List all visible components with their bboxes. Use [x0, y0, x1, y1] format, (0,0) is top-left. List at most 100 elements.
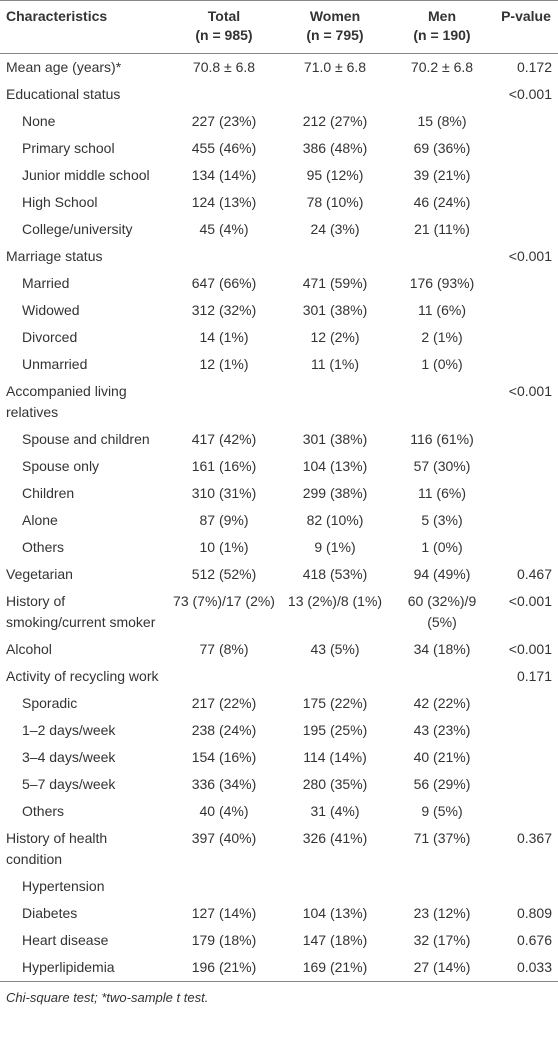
men-cell: 176 (93%): [409, 275, 475, 291]
women-cell: 301 (38%): [302, 302, 368, 318]
table-row: High School 124 (13%) 78 (10%) 46 (24%): [0, 189, 558, 216]
column-name: Women: [309, 8, 361, 24]
table-row: Diabetes 127 (14%) 104 (13%) 23 (12%) 0.809: [0, 900, 558, 927]
table-row: Children 310 (31%) 299 (38%) 11 (6%): [0, 480, 558, 507]
women-cell: 95 (12%): [306, 167, 364, 183]
table-row: Married 647 (66%) 471 (59%) 176 (93%): [0, 270, 558, 297]
table-row: Accompanied living relatives <0.001: [0, 378, 558, 426]
column-header: Women (n = 795): [280, 0, 390, 54]
column-n: (n = 795): [306, 27, 364, 43]
header-row: Characteristics Total (n = 985) Women (n = 7…: [0, 0, 558, 54]
p-value-cell: [494, 108, 558, 135]
men-cell: 40 (21%): [413, 749, 471, 765]
p-value-cell: 0.171: [516, 668, 552, 684]
men-cell: 60 (32%)/9 (5%): [407, 593, 477, 630]
p-value-cell: [494, 351, 558, 378]
women-cell: 326 (41%): [302, 830, 368, 846]
p-value-cell: [494, 717, 558, 744]
total-cell: [168, 243, 280, 270]
table-row: History of smoking/current smoker 73 (7%)…: [0, 588, 558, 636]
p-value-cell: [494, 798, 558, 825]
men-cell: 1 (0%): [421, 539, 463, 555]
men-cell: 5 (3%): [421, 512, 463, 528]
men-cell: 116 (61%): [410, 431, 474, 447]
column-header: Men (n = 190): [390, 0, 494, 54]
total-cell: 417 (42%): [191, 431, 257, 447]
men-cell: 57 (30%): [413, 458, 471, 474]
total-cell: 397 (40%): [191, 830, 257, 846]
table-row: Widowed 312 (32%) 301 (38%) 11 (6%): [0, 297, 558, 324]
table-row: Alcohol 77 (8%) 43 (5%) 34 (18%) <0.001: [0, 636, 558, 663]
total-cell: 12 (1%): [199, 356, 249, 372]
column-n: (n = 190): [413, 27, 471, 43]
men-cell: 2 (1%): [421, 329, 463, 345]
row-label: Children: [22, 485, 75, 501]
women-cell: 147 (18%): [302, 932, 368, 948]
table-row: Heart disease 179 (18%) 147 (18%) 32 (17%) 0…: [0, 927, 558, 954]
row-label: Spouse and children: [22, 431, 150, 447]
total-cell: 70.8 ± 6.8: [192, 59, 256, 75]
men-cell: 56 (29%): [413, 776, 471, 792]
row-label: Mean age (years)*: [6, 59, 122, 75]
total-cell: 73 (7%)/17 (2%): [173, 593, 275, 609]
men-cell: 39 (21%): [413, 167, 471, 183]
men-cell: 23 (12%): [413, 905, 471, 921]
women-cell: [280, 81, 390, 108]
table-row: Activity of recycling work 0.171: [0, 663, 558, 690]
p-value-cell: [494, 135, 558, 162]
row-label: Accompanied living relatives: [6, 383, 127, 420]
row-label: Marriage status: [6, 248, 103, 264]
p-value-cell: [494, 453, 558, 480]
row-label: College/university: [22, 221, 133, 237]
p-value-cell: [494, 426, 558, 453]
column-name: Total: [207, 8, 241, 24]
total-cell: 647 (66%): [191, 275, 257, 291]
p-value-cell: [494, 324, 558, 351]
total-cell: 10 (1%): [199, 539, 249, 555]
p-value-cell: 0.676: [516, 932, 552, 948]
women-cell: 12 (2%): [310, 329, 360, 345]
row-label: 1–2 days/week: [22, 722, 116, 738]
women-cell: 78 (10%): [306, 194, 364, 210]
total-cell: 310 (31%): [191, 485, 257, 501]
men-cell: [390, 873, 494, 900]
row-label: None: [22, 113, 56, 129]
total-cell: 455 (46%): [191, 140, 257, 156]
total-cell: 512 (52%): [191, 566, 257, 582]
total-cell: 227 (23%): [191, 113, 257, 129]
men-cell: 27 (14%): [413, 959, 471, 975]
men-cell: 94 (49%): [413, 566, 471, 582]
p-value-cell: 0.467: [516, 566, 552, 582]
total-cell: 217 (22%): [191, 695, 257, 711]
total-cell: 14 (1%): [199, 329, 249, 345]
p-value-cell: 0.033: [516, 959, 552, 975]
p-value-cell: <0.001: [508, 248, 552, 264]
row-label: Alone: [22, 512, 58, 528]
table-row: Unmarried 12 (1%) 11 (1%) 1 (0%): [0, 351, 558, 378]
women-cell: 31 (4%): [310, 803, 360, 819]
total-cell: [168, 378, 280, 426]
row-label: Junior middle school: [22, 167, 150, 183]
men-cell: [390, 81, 494, 108]
total-cell: 336 (34%): [191, 776, 257, 792]
men-cell: 42 (22%): [413, 695, 471, 711]
total-cell: [168, 81, 280, 108]
women-cell: [280, 873, 390, 900]
women-cell: 104 (13%): [302, 458, 368, 474]
total-cell: 127 (14%): [191, 905, 257, 921]
men-cell: [390, 378, 494, 426]
table-row: 1–2 days/week 238 (24%) 195 (25%) 43 (23%): [0, 717, 558, 744]
women-cell: 175 (22%): [302, 695, 368, 711]
row-label: Educational status: [6, 86, 121, 102]
column-header: Characteristics: [0, 0, 168, 54]
men-cell: 9 (5%): [421, 803, 463, 819]
row-label: 3–4 days/week: [22, 749, 116, 765]
women-cell: 195 (25%): [302, 722, 368, 738]
women-cell: [280, 378, 390, 426]
women-cell: [280, 663, 390, 690]
women-cell: 471 (59%): [302, 275, 368, 291]
row-label: Others: [22, 803, 65, 819]
women-cell: 82 (10%): [306, 512, 364, 528]
men-cell: 11 (6%): [418, 302, 466, 318]
